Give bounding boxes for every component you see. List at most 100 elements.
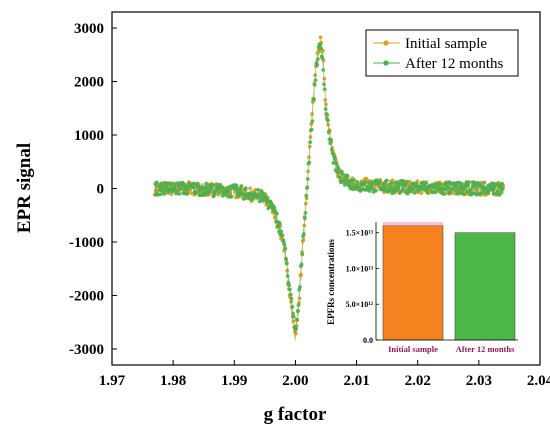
data-point <box>272 206 277 211</box>
data-point <box>288 287 292 292</box>
data-point <box>343 183 347 187</box>
data-point <box>501 186 505 191</box>
data-point <box>331 161 336 165</box>
data-point <box>309 127 314 132</box>
data-point <box>480 190 485 195</box>
data-point <box>204 181 209 186</box>
inset-y-tick-label: 5.0×10¹² <box>346 300 374 309</box>
data-point <box>318 42 323 47</box>
data-point <box>324 102 328 107</box>
data-point <box>405 191 410 196</box>
data-point <box>374 188 378 193</box>
data-point <box>303 211 308 215</box>
data-point <box>491 191 496 196</box>
data-point <box>226 188 231 193</box>
data-point <box>268 199 273 204</box>
data-point <box>336 167 341 172</box>
inset-y-axis-title: EPFRs concentrations <box>326 239 336 325</box>
data-point <box>295 309 300 314</box>
data-point <box>397 182 401 187</box>
x-tick-label: 2.03 <box>466 373 492 389</box>
data-point <box>488 184 493 189</box>
data-point <box>307 160 312 165</box>
data-point <box>411 187 415 192</box>
data-point <box>295 317 299 322</box>
data-point <box>300 252 305 257</box>
data-point <box>323 107 328 111</box>
data-point <box>298 285 302 290</box>
legend-label-after: After 12 months <box>405 56 503 72</box>
data-point <box>305 186 309 190</box>
data-point <box>310 119 315 124</box>
data-point <box>287 283 292 287</box>
data-point <box>394 180 399 184</box>
data-point <box>389 181 394 186</box>
data-point <box>340 172 345 177</box>
data-point <box>290 304 295 309</box>
data-point <box>208 189 213 194</box>
data-point <box>285 274 290 278</box>
inset-bar-after <box>454 232 516 341</box>
data-point <box>377 179 382 184</box>
data-point <box>453 189 458 193</box>
data-point <box>241 196 246 201</box>
data-point <box>217 190 222 195</box>
data-point <box>312 83 317 87</box>
data-point <box>291 319 296 324</box>
data-point <box>407 179 412 184</box>
data-point <box>313 73 317 78</box>
main-axis-ticks: 1.97 1.98 1.99 2.00 2.01 2.02 2.03 2.04 3000 2000… <box>69 21 550 389</box>
data-point <box>165 181 170 186</box>
data-point <box>288 292 293 297</box>
data-point <box>253 188 258 192</box>
data-point <box>419 191 424 196</box>
main-plot-series <box>152 35 506 341</box>
data-point <box>282 242 287 247</box>
data-point <box>330 151 335 156</box>
data-point <box>256 187 261 192</box>
data-point <box>210 182 215 187</box>
data-point <box>164 185 169 190</box>
data-point <box>401 187 405 192</box>
x-tick-label: 2.02 <box>405 373 431 389</box>
data-point <box>162 192 167 196</box>
data-point <box>398 179 403 184</box>
data-point <box>480 184 484 189</box>
inset-error-band <box>383 222 443 226</box>
data-point <box>261 191 266 196</box>
data-point <box>335 170 340 175</box>
data-point <box>312 97 316 102</box>
data-point <box>169 181 174 186</box>
data-point <box>461 191 466 196</box>
data-point <box>279 229 284 234</box>
data-point <box>337 175 342 180</box>
data-point <box>346 180 350 185</box>
data-point <box>328 141 333 146</box>
data-point <box>196 184 201 189</box>
data-point <box>441 191 446 196</box>
data-point <box>318 35 323 40</box>
data-point <box>278 221 282 226</box>
x-tick-label: 1.98 <box>160 373 186 389</box>
data-point <box>367 181 371 185</box>
data-point <box>157 184 162 189</box>
data-point <box>299 262 304 267</box>
inset-y-tick-label: 1.0×10¹³ <box>346 264 374 273</box>
data-point <box>422 183 427 188</box>
data-point <box>301 238 306 242</box>
data-point <box>381 181 386 186</box>
inset-category-label-initial: Initial sample <box>388 344 438 354</box>
data-point <box>345 174 350 178</box>
data-point <box>185 191 189 196</box>
x-tick-label: 1.97 <box>99 373 126 389</box>
data-point <box>299 272 304 277</box>
data-point <box>154 180 159 185</box>
data-point <box>234 183 239 188</box>
x-tick-label: 2.01 <box>343 373 369 389</box>
data-point <box>203 185 208 190</box>
data-point <box>264 195 268 199</box>
data-point <box>319 46 323 51</box>
data-point <box>460 181 464 186</box>
data-point <box>444 188 449 192</box>
y-tick-label: -1000 <box>69 235 104 251</box>
